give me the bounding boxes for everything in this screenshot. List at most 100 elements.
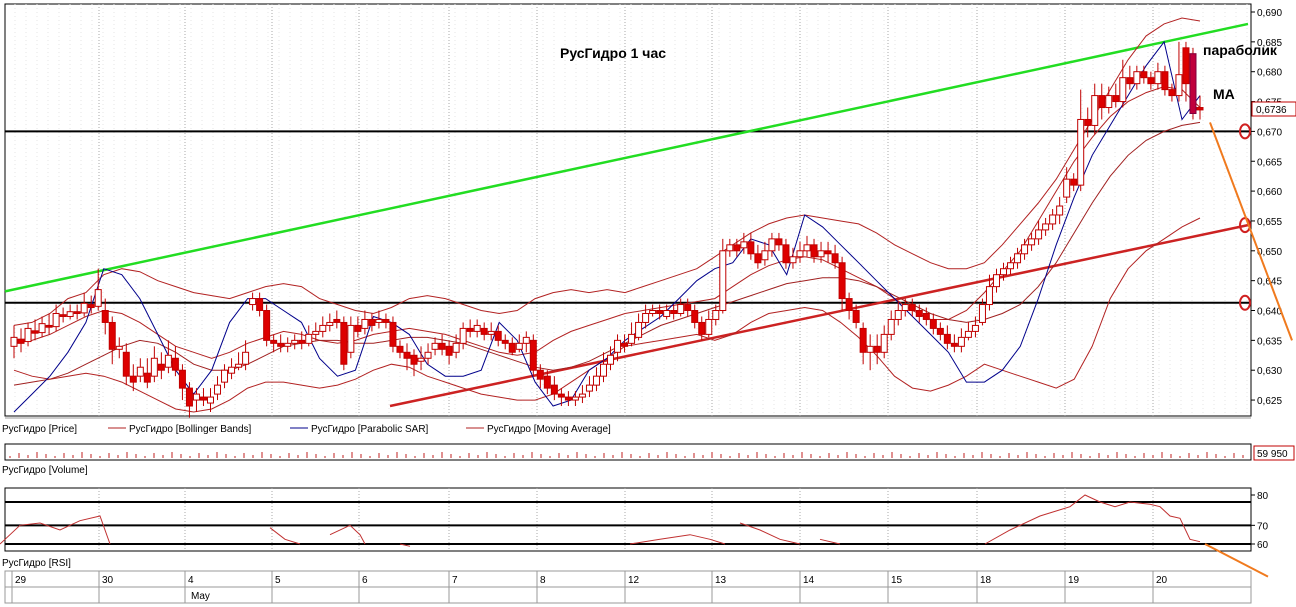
rsi-y-tick-label: 70: [1257, 521, 1269, 532]
candle-body-bearish: [845, 298, 853, 312]
candle: [1119, 59, 1127, 108]
price-y-tick-label: 0,665: [1257, 157, 1282, 168]
parabolic-sar-line: [13, 40, 1201, 413]
last-price-box: [1251, 101, 1296, 117]
candle-body-bearish: [389, 321, 397, 347]
candle: [1070, 173, 1078, 192]
candle: [1182, 41, 1190, 102]
x-day-label: 15: [891, 575, 903, 586]
candle: [73, 304, 81, 320]
candle-body-bearish: [810, 244, 818, 258]
candle-body-bearish: [1126, 77, 1134, 85]
candle: [192, 388, 200, 412]
candle: [1105, 86, 1113, 114]
candle-body-bearish: [929, 318, 937, 329]
candle-body-bearish: [831, 253, 839, 264]
x-day-label: 7: [452, 575, 458, 586]
candle: [592, 367, 600, 392]
candle: [333, 310, 341, 329]
candle-body-bearish: [508, 342, 516, 353]
candle: [663, 304, 671, 320]
candle: [396, 340, 404, 359]
candle-body-bearish: [263, 310, 271, 341]
candle-body-bearish: [466, 327, 474, 332]
candle-body-bullish: [228, 366, 236, 374]
candle: [628, 322, 636, 347]
candle-body-bullish: [1021, 244, 1029, 255]
candle-body-bearish: [747, 241, 755, 255]
price-y-axis: 0,6900,6850,6800,6750,6700,6650,6600,655…: [1251, 8, 1282, 407]
candle: [284, 337, 292, 353]
candle: [536, 364, 544, 389]
candle-body-bullish: [607, 354, 615, 365]
candle-body-bullish: [52, 312, 60, 328]
candle-body-bullish: [887, 318, 895, 335]
candle-body-bullish: [1007, 262, 1015, 270]
price-horizontal-lines: [5, 130, 1251, 304]
candle-body-bearish: [754, 253, 762, 264]
candle-body-bullish: [361, 318, 369, 329]
volume-panel-frame: [4, 443, 1252, 461]
candle: [1133, 65, 1141, 90]
price-y-tick-label: 0,655: [1257, 217, 1282, 228]
candle-body-bearish: [1147, 77, 1155, 85]
candle: [599, 352, 607, 383]
candle-body-bullish: [115, 345, 123, 350]
candle: [929, 313, 937, 335]
candle-body-bearish: [1098, 95, 1106, 109]
candle: [270, 334, 278, 353]
candle: [670, 304, 678, 320]
candle: [59, 307, 67, 323]
candle: [1168, 83, 1176, 102]
candle: [45, 313, 53, 335]
candle-body-bearish: [17, 338, 25, 344]
rsi-y-tick-label: 80: [1257, 491, 1269, 502]
x-day-label: 14: [803, 575, 815, 586]
candle-body-bullish: [206, 396, 214, 404]
candle-body-bullish: [1028, 238, 1036, 246]
candle: [733, 238, 741, 257]
candle-body-bullish: [866, 345, 874, 353]
candle: [214, 376, 222, 401]
candle: [235, 352, 243, 371]
candle-body-bearish: [670, 310, 678, 314]
candle: [122, 343, 130, 386]
candle-body-bearish: [403, 351, 411, 359]
candle: [880, 325, 888, 359]
candle-body-bearish: [698, 321, 706, 335]
candle: [1077, 89, 1085, 192]
candle-body-bullish: [726, 244, 734, 252]
volume-panel: 59 950 РусГидро [Volume]: [2, 443, 1295, 476]
candle: [206, 388, 214, 412]
candle: [782, 238, 790, 269]
x-day-label: 4: [188, 575, 194, 586]
candle: [80, 292, 88, 317]
candle-body-bullish: [312, 330, 320, 335]
candle: [66, 304, 74, 320]
candle-body-bullish: [515, 342, 523, 350]
candle: [1091, 83, 1099, 135]
candle: [684, 298, 692, 317]
rsi-line: [819, 538, 841, 545]
candle-body-bullish: [1077, 118, 1085, 186]
legend-bollinger: РусГидро [Bollinger Bands]: [129, 424, 252, 435]
candle-body-bullish: [291, 339, 299, 344]
candle-body-bullish: [10, 336, 18, 347]
x-day-label: 30: [102, 575, 114, 586]
candle-body-bullish: [459, 327, 467, 344]
rsi-line: [269, 527, 301, 545]
candle-body-bearish: [950, 342, 958, 347]
candle-body-bearish: [199, 396, 207, 401]
candle-body-bullish: [424, 351, 432, 359]
rsi-levels: [5, 501, 1251, 545]
candle-body-bearish: [1140, 71, 1148, 79]
candle-body-bearish: [122, 351, 130, 377]
candle-body-bullish: [599, 363, 607, 377]
rsi-label: РусГидро [RSI]: [2, 558, 71, 569]
candle-body-bullish: [326, 321, 334, 326]
x-day-label: 20: [1156, 575, 1168, 586]
candle: [136, 358, 144, 383]
candle-body-bearish: [859, 327, 867, 353]
candle-body-bullish: [628, 333, 636, 344]
candle: [1112, 83, 1120, 108]
